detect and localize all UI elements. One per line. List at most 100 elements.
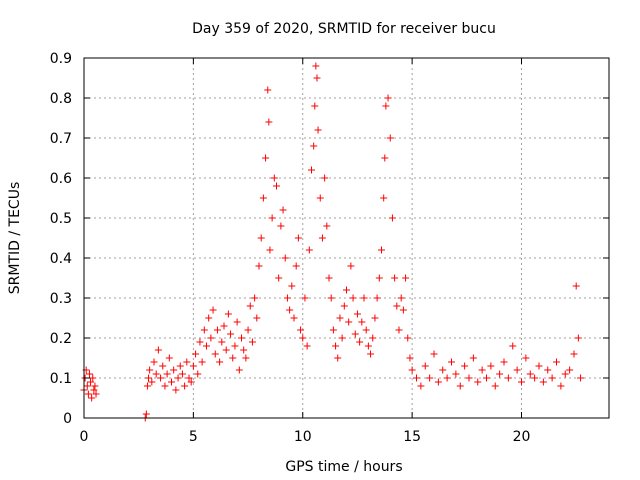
y-tick-label: 0.3 — [50, 291, 72, 307]
data-point — [375, 274, 383, 282]
data-point — [496, 370, 504, 378]
data-point — [461, 362, 469, 370]
x-tick-label: 10 — [294, 429, 312, 445]
data-point — [353, 310, 361, 318]
data-point — [413, 374, 420, 382]
data-point — [329, 326, 337, 334]
data-point — [174, 374, 182, 382]
data-point — [340, 302, 348, 310]
data-points — [80, 62, 585, 422]
data-point — [395, 326, 403, 334]
data-point — [91, 382, 99, 390]
data-point — [189, 362, 197, 370]
y-tick-label: 0.2 — [50, 331, 72, 347]
data-point — [154, 346, 162, 354]
data-point — [316, 194, 324, 202]
data-point — [531, 374, 539, 382]
data-point — [294, 234, 302, 242]
y-tick-label: 0 — [63, 411, 72, 427]
data-point — [246, 302, 254, 310]
y-tick-label: 0.4 — [50, 251, 72, 267]
data-point — [393, 302, 401, 310]
data-point — [500, 358, 508, 366]
y-tick-label: 0.5 — [50, 211, 72, 227]
data-point — [279, 206, 287, 214]
data-point — [213, 326, 221, 334]
data-point — [452, 370, 460, 378]
data-point — [448, 358, 455, 366]
data-point — [87, 378, 95, 386]
data-point — [404, 334, 412, 342]
data-point — [504, 374, 512, 382]
data-point — [391, 274, 399, 282]
data-point — [229, 354, 237, 362]
data-point — [483, 374, 490, 382]
data-point — [286, 306, 294, 314]
data-point — [275, 274, 283, 282]
data-point — [172, 386, 180, 394]
data-point — [233, 318, 241, 326]
data-point — [299, 334, 307, 342]
data-point — [297, 326, 305, 334]
data-point — [198, 358, 206, 366]
data-point — [244, 326, 252, 334]
data-point — [388, 214, 396, 222]
data-point — [456, 382, 464, 390]
x-tick-label: 15 — [403, 429, 421, 445]
data-point — [196, 338, 204, 346]
data-point — [570, 350, 578, 358]
data-point — [358, 318, 366, 326]
data-point — [465, 374, 473, 382]
data-point — [334, 354, 342, 362]
data-point — [142, 410, 150, 418]
data-point — [211, 350, 219, 358]
data-point — [83, 382, 91, 390]
data-point — [351, 330, 359, 338]
axis-ticks — [83, 57, 609, 419]
data-point — [277, 222, 285, 230]
data-point — [251, 294, 259, 302]
data-point — [152, 370, 160, 378]
data-point — [548, 374, 556, 382]
data-point — [231, 342, 239, 350]
data-point — [478, 366, 486, 374]
data-point — [371, 314, 379, 322]
y-tick-label: 0.6 — [50, 171, 72, 187]
data-point — [574, 334, 582, 342]
data-point — [310, 142, 318, 150]
data-point — [406, 354, 414, 362]
data-point — [314, 126, 322, 134]
data-point — [535, 362, 543, 370]
data-point — [491, 382, 499, 390]
data-point — [539, 378, 547, 386]
data-point — [209, 306, 217, 314]
data-point — [397, 294, 405, 302]
data-point — [312, 62, 320, 70]
data-point — [220, 322, 228, 330]
data-point — [270, 174, 278, 182]
data-point — [88, 394, 96, 402]
data-point — [185, 374, 193, 382]
data-point — [303, 342, 311, 350]
data-point — [273, 182, 280, 190]
data-point — [85, 370, 93, 378]
data-point — [561, 370, 569, 378]
data-point — [84, 390, 92, 398]
data-point — [384, 94, 392, 102]
data-point — [336, 314, 344, 322]
data-point — [417, 382, 425, 390]
data-point — [381, 154, 389, 162]
data-point — [176, 362, 184, 370]
data-point — [248, 338, 256, 346]
data-point — [224, 310, 232, 318]
data-point — [238, 334, 245, 342]
data-point — [218, 338, 226, 346]
data-point — [181, 382, 189, 390]
tick-labels: 0 0.1 0.2 0.3 0.4 0.5 0.6 0.7 0.8 0.9 0 5 10 15 20 — [50, 51, 531, 445]
data-point — [513, 366, 521, 374]
data-point — [434, 378, 442, 386]
data-point — [421, 362, 429, 370]
data-point — [168, 378, 175, 386]
data-point — [386, 134, 394, 142]
x-tick-label: 0 — [80, 429, 89, 445]
